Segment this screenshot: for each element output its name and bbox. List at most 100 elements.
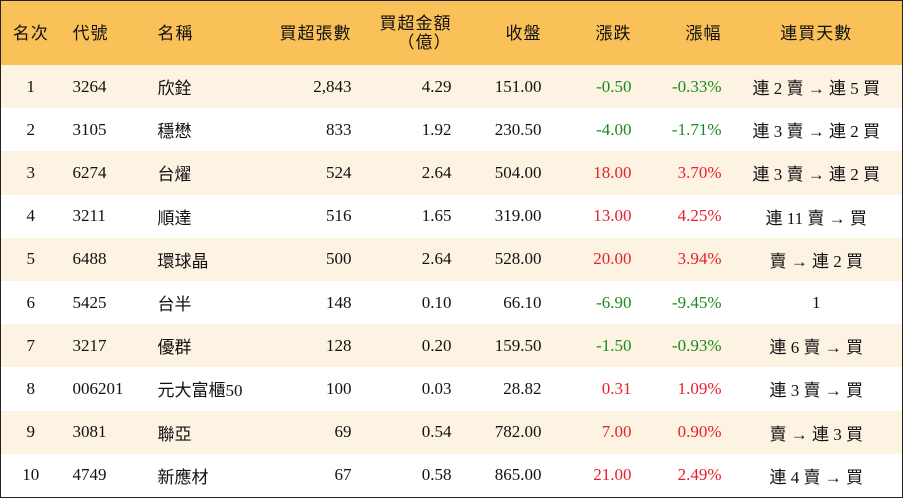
table-row: 7 3217 優群 128 0.20 159.50 -1.50 -0.93% 連 6 賣 → 買 xyxy=(0,324,903,368)
table-body: 1 3264 欣銓 2,843 4.29 151.00 -0.50 -0.33% 連 2 賣 →… xyxy=(0,65,903,497)
table-cell: 2.64 xyxy=(360,151,461,195)
table-cell: -9.45% xyxy=(671,292,722,312)
table-cell: 1.09% xyxy=(677,378,722,398)
table-row: 6 5425 台半 148 0.10 66.10 -6.90 -9.45% 1 xyxy=(1,281,903,324)
table-cell: 3 xyxy=(0,151,61,195)
table-cell: 3217 xyxy=(60,324,146,368)
table-cell: 2.64 xyxy=(360,237,461,281)
table-cell: 4749 xyxy=(72,465,107,485)
table-cell: 159.50 xyxy=(460,324,551,368)
header-cell: 買超金額 （億） xyxy=(360,0,461,65)
table-cell: 13.00 xyxy=(593,206,632,226)
table-cell: 連 6 賣 → 買 xyxy=(730,324,903,368)
table-cell: 69 xyxy=(255,410,361,454)
table-cell: 8 xyxy=(26,378,36,398)
table-cell: 7 xyxy=(0,324,61,368)
table-cell: -0.93% xyxy=(640,324,731,368)
table-cell: 新應材 xyxy=(157,467,209,487)
table-cell: 台半 xyxy=(157,295,192,315)
header-cell: 買超張數 xyxy=(255,0,361,65)
table-cell: -0.50 xyxy=(550,65,641,109)
table-cell: 1 xyxy=(0,65,61,109)
table-cell: 1.65 xyxy=(421,206,452,226)
table-cell: 6 xyxy=(26,292,36,312)
table-cell: 18.00 xyxy=(550,151,641,195)
table-cell: 順達 xyxy=(157,208,192,228)
table-cell: 連 4 賣 → 買 xyxy=(769,467,864,487)
table-cell: 連 3 賣 → 買 xyxy=(769,381,864,401)
table-cell: 0.58 xyxy=(421,465,452,485)
table-cell: 0.54 xyxy=(360,410,461,454)
table-cell: -6.90 xyxy=(596,292,632,312)
table-cell: 賣 → 連 3 買 xyxy=(730,410,903,454)
table-cell: 148 xyxy=(326,292,352,312)
table-cell: 3264 xyxy=(60,65,146,109)
header-cell: 漲幅 xyxy=(640,0,731,65)
table-cell: 0.03 xyxy=(421,378,452,398)
table-cell: 782.00 xyxy=(460,410,551,454)
header-cell: 名次 xyxy=(0,0,61,65)
table-cell: 151.00 xyxy=(460,65,551,109)
table-cell: 67 xyxy=(334,465,352,485)
header-cell: 代號 xyxy=(60,0,146,65)
table-cell: 100 xyxy=(326,378,352,398)
table-cell: 連 11 賣 → 買 xyxy=(765,208,867,228)
table-cell: 128 xyxy=(255,324,361,368)
table-cell: 6488 xyxy=(60,237,146,281)
table-cell: 環球晶 xyxy=(145,237,256,281)
table-cell: 1 xyxy=(812,292,821,312)
table-cell: 0.20 xyxy=(360,324,461,368)
table-cell: 聯亞 xyxy=(145,410,256,454)
table-cell: 3081 xyxy=(60,410,146,454)
table-cell: 台燿 xyxy=(145,151,256,195)
table-cell: 524 xyxy=(255,151,361,195)
table-cell: 3211 xyxy=(72,206,106,226)
table-cell: 516 xyxy=(326,206,352,226)
table-cell: 元大富櫃50 xyxy=(157,381,243,401)
header-row: 名次 代號 名稱 買超張數 買超金額 （億） 收盤 漲跌 漲幅 連買天數 xyxy=(0,0,903,65)
table-row: 1 3264 欣銓 2,843 4.29 151.00 -0.50 -0.33% 連 2 賣 →… xyxy=(0,65,903,109)
table-cell: 0.31 xyxy=(601,378,632,398)
table-row: 4 3211 順達 516 1.65 319.00 13.00 4.25% 連 11 賣 → 買 xyxy=(1,195,903,238)
header-cell: 漲跌 xyxy=(550,0,641,65)
table-cell: 5 xyxy=(0,237,61,281)
table-cell: 2.49% xyxy=(677,465,722,485)
table-cell: 4 xyxy=(26,206,36,226)
header-cell: 連買天數 xyxy=(730,0,903,65)
table-cell: -0.33% xyxy=(640,65,731,109)
table-cell: 連 3 賣 → 連 2 買 xyxy=(730,151,903,195)
table-cell: 2,843 xyxy=(255,65,361,109)
table-cell: 穩懋 xyxy=(157,122,192,142)
table-cell: 4.25% xyxy=(677,206,722,226)
table-cell: 504.00 xyxy=(460,151,551,195)
table-row: 8 006201 元大富櫃50 100 0.03 28.82 0.31 1.09% 連 3 賣 … xyxy=(1,367,903,410)
table-row: 2 3105 穩懋 833 1.92 230.50 -4.00 -1.71% 連 3 賣 → 連… xyxy=(1,108,903,151)
table-cell: 006201 xyxy=(72,378,124,398)
table-cell: 0.90% xyxy=(640,410,731,454)
table-cell: 2 xyxy=(26,119,36,139)
table-cell: 連 2 賣 → 連 5 買 xyxy=(730,65,903,109)
table-cell: 3.70% xyxy=(640,151,731,195)
table-cell: 0.10 xyxy=(421,292,452,312)
table-row: 3 6274 台燿 524 2.64 504.00 18.00 3.70% 連 3 賣 → 連 … xyxy=(0,151,903,195)
table-cell: 28.82 xyxy=(503,378,542,398)
table-cell: 5425 xyxy=(72,292,107,312)
table-cell: 319.00 xyxy=(494,206,542,226)
table-cell: 6274 xyxy=(60,151,146,195)
header-cell: 收盤 xyxy=(460,0,551,65)
table-cell: -4.00 xyxy=(596,119,632,139)
header-cell: 名稱 xyxy=(145,0,256,65)
table-cell: 7.00 xyxy=(550,410,641,454)
table-cell: 500 xyxy=(255,237,361,281)
table-cell: 21.00 xyxy=(593,465,632,485)
table-cell: 賣 → 連 2 買 xyxy=(730,237,903,281)
table-cell: 欣銓 xyxy=(145,65,256,109)
table-cell: -1.50 xyxy=(550,324,641,368)
table-cell: 528.00 xyxy=(460,237,551,281)
table-cell: 66.10 xyxy=(503,292,542,312)
table-row: 5 6488 環球晶 500 2.64 528.00 20.00 3.94% 賣 → 連 2 買 xyxy=(0,237,903,281)
table-cell: 9 xyxy=(0,410,61,454)
table-cell: -1.71% xyxy=(671,119,722,139)
